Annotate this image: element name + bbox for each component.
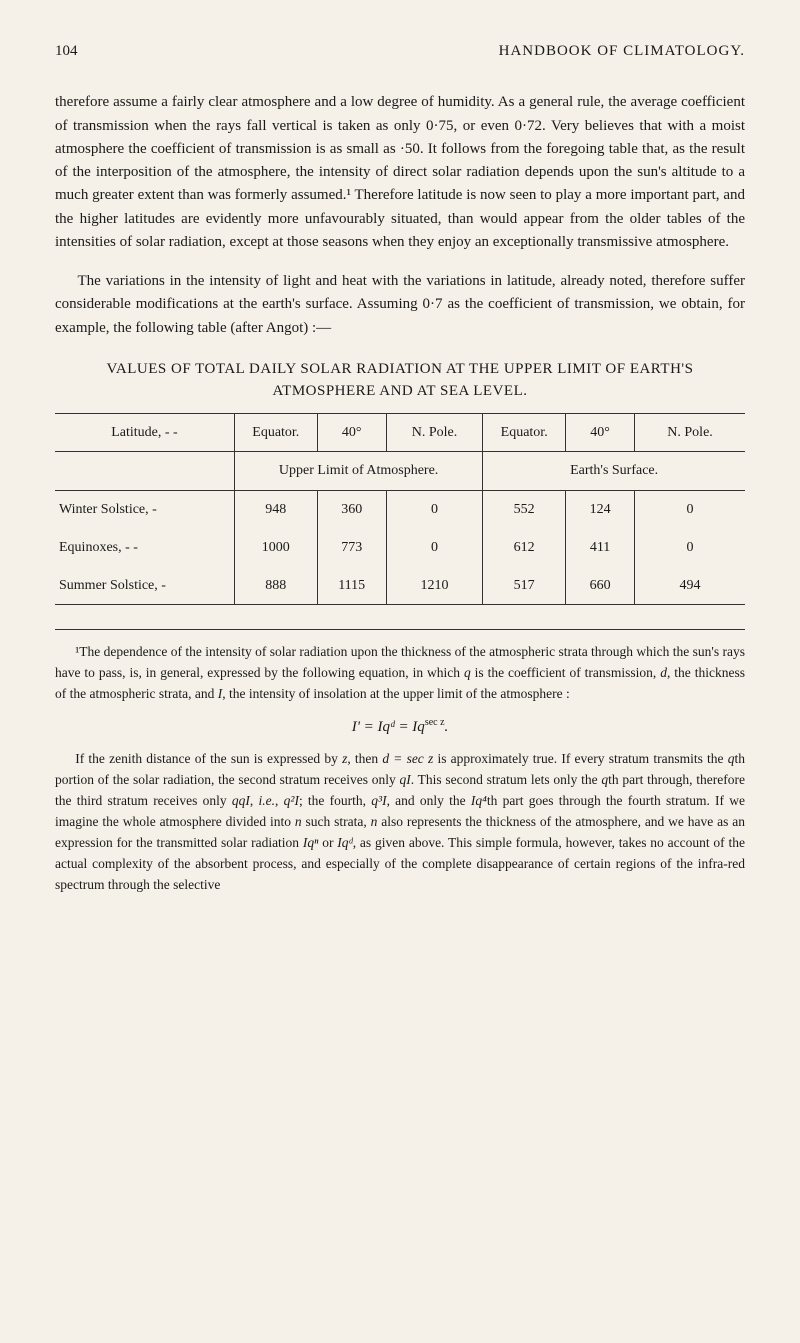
cell: 0 xyxy=(635,529,745,567)
th-equator-2: Equator. xyxy=(483,413,566,452)
fn-text: . This second stratum lets only the xyxy=(411,772,602,787)
formula-period: . xyxy=(445,719,449,735)
fn-q3I: q³I xyxy=(371,793,386,808)
table-title: VALUES OF TOTAL DAILY SOLAR RADIATION AT… xyxy=(55,358,745,403)
cell: 494 xyxy=(635,567,745,605)
fn-q2I: q²I xyxy=(284,793,299,808)
fn-ie: i.e. xyxy=(259,793,276,808)
cell: 660 xyxy=(566,567,635,605)
cell: 948 xyxy=(234,491,317,529)
cell: 517 xyxy=(483,567,566,605)
cell: 1000 xyxy=(234,529,317,567)
th-40-1: 40° xyxy=(317,413,386,452)
formula: I' = Iqᵈ = Iqsec z. xyxy=(55,715,745,739)
paragraph-2: The variations in the intensity of light… xyxy=(55,270,745,340)
fn-var-q: q xyxy=(464,665,471,680)
th-earth-surface: Earth's Surface. xyxy=(483,452,745,491)
th-npole-2: N. Pole. xyxy=(635,413,745,452)
cell: 0 xyxy=(635,491,745,529)
fn-text: or xyxy=(318,835,337,850)
fn-text: , the intensity of insolation at the upp… xyxy=(222,686,570,701)
fn-Iqn: Iqⁿ xyxy=(303,835,319,850)
fn-dsecz: d = sec z xyxy=(382,751,433,766)
fn-text: , xyxy=(275,793,284,808)
th-blank xyxy=(55,452,234,491)
fn-text: is the coefficient of transmission, xyxy=(471,665,661,680)
fn-text: such strata, xyxy=(302,814,371,829)
fn-text: is approximately true. If every stratum … xyxy=(433,751,727,766)
fn-qI: qI xyxy=(400,772,411,787)
fn-Iqd: Iqᵈ xyxy=(337,835,352,850)
th-upper-limit: Upper Limit of Atmosphere. xyxy=(234,452,482,491)
page-number: 104 xyxy=(55,40,78,63)
fn-text: ; the fourth, xyxy=(299,793,371,808)
cell: 888 xyxy=(234,567,317,605)
row-summer-label: Summer Solstice, - xyxy=(55,567,234,605)
row-equinox-label: Equinoxes, - - xyxy=(55,529,234,567)
fn-var-d: d xyxy=(660,665,667,680)
th-equator-1: Equator. xyxy=(234,413,317,452)
th-40-2: 40° xyxy=(566,413,635,452)
fn-text: , then xyxy=(347,751,382,766)
fn-text: If the zenith distance of the sun is exp… xyxy=(75,751,342,766)
cell: 411 xyxy=(566,529,635,567)
cell: 1115 xyxy=(317,567,386,605)
cell: 773 xyxy=(317,529,386,567)
fn-Iq4: Iq⁴ xyxy=(471,793,487,808)
fn-text: , and only the xyxy=(387,793,471,808)
fn-var-n: n xyxy=(295,814,302,829)
cell: 0 xyxy=(386,491,483,529)
paragraph-1: therefore assume a fairly clear atmosphe… xyxy=(55,91,745,254)
cell: 552 xyxy=(483,491,566,529)
cell: 612 xyxy=(483,529,566,567)
cell: 124 xyxy=(566,491,635,529)
footnote-paragraph-1: ¹The dependence of the intensity of sola… xyxy=(55,642,745,705)
th-npole-1: N. Pole. xyxy=(386,413,483,452)
radiation-table: Latitude, - - Equator. 40° N. Pole. Equa… xyxy=(55,413,745,605)
footnote-rule xyxy=(55,629,745,630)
cell: 360 xyxy=(317,491,386,529)
fn-text: , xyxy=(250,793,259,808)
cell: 0 xyxy=(386,529,483,567)
cell: 1210 xyxy=(386,567,483,605)
formula-sup: sec z xyxy=(425,717,445,728)
row-winter-label: Winter Solstice, - xyxy=(55,491,234,529)
th-latitude: Latitude, - - xyxy=(55,413,234,452)
fn-qqI: qqI xyxy=(232,793,250,808)
running-title: HANDBOOK OF CLIMATOLOGY. xyxy=(499,40,745,63)
formula-main: I' = Iqᵈ = Iq xyxy=(352,719,425,735)
footnote-paragraph-2: If the zenith distance of the sun is exp… xyxy=(55,749,745,895)
